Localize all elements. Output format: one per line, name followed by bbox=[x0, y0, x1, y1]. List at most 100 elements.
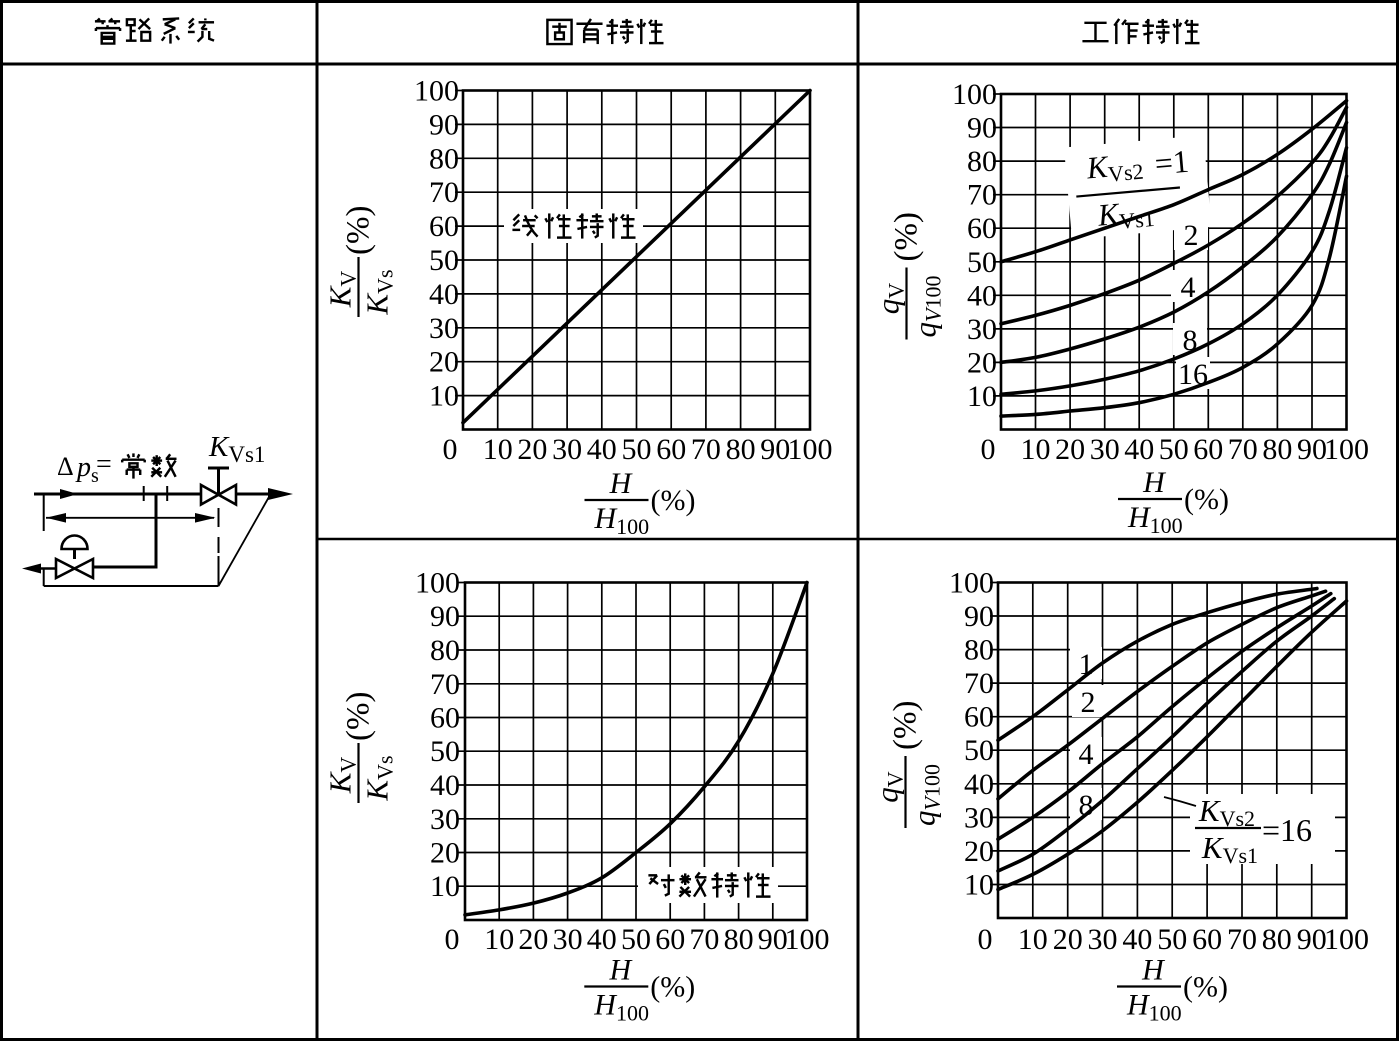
svg-text:0: 0 bbox=[443, 433, 458, 466]
svg-text:90: 90 bbox=[964, 600, 994, 633]
svg-text:4: 4 bbox=[1181, 271, 1196, 304]
svg-text:30: 30 bbox=[1088, 923, 1118, 956]
svg-text:16: 16 bbox=[1178, 358, 1208, 391]
svg-text:=: = bbox=[96, 449, 112, 480]
svg-text:20: 20 bbox=[964, 835, 994, 868]
svg-text:70: 70 bbox=[429, 176, 459, 209]
svg-text:70: 70 bbox=[430, 668, 460, 701]
svg-text:50: 50 bbox=[967, 246, 997, 279]
svg-text:100: 100 bbox=[414, 75, 459, 108]
svg-text:10: 10 bbox=[967, 380, 997, 413]
svg-text:90: 90 bbox=[1297, 433, 1327, 466]
svg-text:50: 50 bbox=[622, 433, 652, 466]
svg-text:40: 40 bbox=[1124, 433, 1154, 466]
svg-text:10: 10 bbox=[484, 923, 514, 956]
svg-text:H: H bbox=[1142, 466, 1167, 499]
svg-text:(%): (%) bbox=[1183, 971, 1228, 1004]
svg-text:100: 100 bbox=[949, 567, 994, 600]
svg-text:80: 80 bbox=[964, 634, 994, 667]
svg-text:2: 2 bbox=[1081, 686, 1096, 719]
svg-text:60: 60 bbox=[1192, 923, 1222, 956]
svg-text:40: 40 bbox=[964, 768, 994, 801]
svg-text:30: 30 bbox=[553, 923, 583, 956]
svg-text:60: 60 bbox=[430, 702, 460, 735]
svg-text:50: 50 bbox=[1159, 433, 1189, 466]
svg-text:30: 30 bbox=[964, 801, 994, 834]
svg-text:(%): (%) bbox=[650, 971, 695, 1004]
svg-text:50: 50 bbox=[1157, 923, 1187, 956]
svg-text:30: 30 bbox=[1090, 433, 1120, 466]
svg-text:=16: =16 bbox=[1262, 812, 1312, 848]
svg-text:H: H bbox=[1141, 954, 1166, 987]
svg-text:20: 20 bbox=[518, 923, 548, 956]
svg-text:100: 100 bbox=[415, 567, 460, 600]
svg-text:50: 50 bbox=[430, 735, 460, 768]
svg-text:H: H bbox=[609, 467, 634, 500]
svg-text:60: 60 bbox=[967, 212, 997, 245]
svg-text:ps: ps bbox=[75, 452, 99, 487]
svg-text:10: 10 bbox=[429, 380, 459, 413]
svg-text:(%): (%) bbox=[889, 212, 925, 261]
svg-text:60: 60 bbox=[964, 701, 994, 734]
svg-text:H: H bbox=[608, 954, 633, 987]
svg-text:(%): (%) bbox=[341, 692, 377, 741]
svg-text:0: 0 bbox=[978, 923, 993, 956]
svg-text:90: 90 bbox=[430, 600, 460, 633]
svg-text:50: 50 bbox=[964, 734, 994, 767]
svg-text:80: 80 bbox=[724, 923, 754, 956]
svg-text:0: 0 bbox=[981, 433, 996, 466]
svg-text:40: 40 bbox=[587, 433, 617, 466]
svg-text:70: 70 bbox=[1227, 923, 1257, 956]
svg-text:4: 4 bbox=[1079, 738, 1094, 771]
svg-text:10: 10 bbox=[1018, 923, 1048, 956]
svg-text:80: 80 bbox=[1262, 433, 1292, 466]
svg-text:90: 90 bbox=[758, 923, 788, 956]
svg-text:30: 30 bbox=[967, 313, 997, 346]
svg-text:80: 80 bbox=[967, 145, 997, 178]
svg-text:20: 20 bbox=[429, 346, 459, 379]
svg-text:100: 100 bbox=[1324, 923, 1369, 956]
svg-text:70: 70 bbox=[689, 923, 719, 956]
svg-text:0: 0 bbox=[445, 923, 460, 956]
svg-text:100: 100 bbox=[788, 433, 833, 466]
svg-text:20: 20 bbox=[1053, 923, 1083, 956]
svg-text:60: 60 bbox=[655, 923, 685, 956]
svg-text:90: 90 bbox=[429, 108, 459, 141]
svg-text:20: 20 bbox=[1055, 433, 1085, 466]
svg-text:Δ: Δ bbox=[57, 452, 74, 481]
svg-text:80: 80 bbox=[429, 142, 459, 175]
svg-text:(%): (%) bbox=[888, 701, 924, 750]
svg-text:50: 50 bbox=[429, 244, 459, 277]
svg-text:60: 60 bbox=[1193, 433, 1223, 466]
svg-text:10: 10 bbox=[483, 433, 513, 466]
svg-text:60: 60 bbox=[429, 210, 459, 243]
svg-text:70: 70 bbox=[1228, 433, 1258, 466]
svg-text:40: 40 bbox=[587, 923, 617, 956]
svg-text:=1: =1 bbox=[1153, 143, 1190, 182]
svg-text:60: 60 bbox=[656, 433, 686, 466]
svg-text:80: 80 bbox=[726, 433, 756, 466]
svg-text:40: 40 bbox=[967, 279, 997, 312]
svg-text:10: 10 bbox=[430, 870, 460, 903]
svg-text:(%): (%) bbox=[651, 484, 696, 517]
svg-text:30: 30 bbox=[552, 433, 582, 466]
svg-text:80: 80 bbox=[430, 634, 460, 667]
svg-text:1: 1 bbox=[1079, 648, 1094, 681]
svg-text:80: 80 bbox=[1262, 923, 1292, 956]
svg-text:20: 20 bbox=[517, 433, 547, 466]
svg-text:KVs1: KVs1 bbox=[1201, 830, 1258, 868]
svg-text:10: 10 bbox=[1021, 433, 1051, 466]
svg-text:100: 100 bbox=[785, 923, 830, 956]
svg-text:40: 40 bbox=[430, 769, 460, 802]
svg-text:30: 30 bbox=[429, 312, 459, 345]
svg-text:20: 20 bbox=[967, 346, 997, 379]
svg-text:40: 40 bbox=[429, 278, 459, 311]
svg-text:90: 90 bbox=[760, 433, 790, 466]
svg-text:8: 8 bbox=[1183, 324, 1198, 357]
svg-text:70: 70 bbox=[964, 667, 994, 700]
svg-text:40: 40 bbox=[1122, 923, 1152, 956]
svg-text:70: 70 bbox=[967, 179, 997, 212]
svg-text:8: 8 bbox=[1079, 789, 1094, 822]
svg-text:20: 20 bbox=[430, 837, 460, 870]
svg-text:70: 70 bbox=[691, 433, 721, 466]
